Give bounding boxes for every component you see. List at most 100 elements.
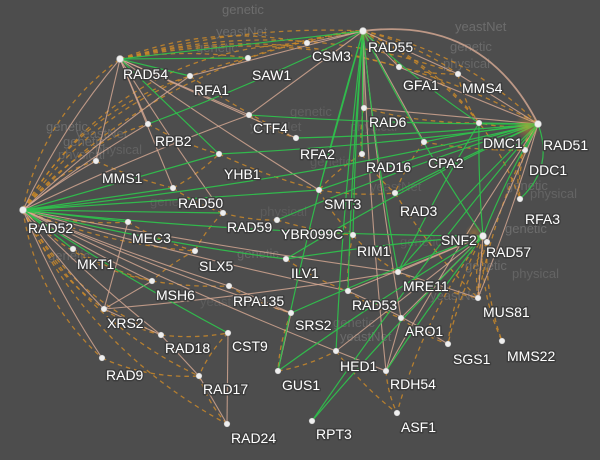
genetic-edge-RAD50-YHB1 <box>172 153 220 189</box>
node-label-SRS2: SRS2 <box>295 317 332 333</box>
node-DDC1[interactable] <box>521 146 529 154</box>
green-edge-DMC1-SNF2 <box>478 122 484 237</box>
node-label-MMS22: MMS22 <box>507 348 555 364</box>
genetic-edge-MSH6-RPA135 <box>151 280 230 287</box>
green-edge-RAD55-RIM1 <box>352 30 364 236</box>
node-XRS2[interactable] <box>100 305 108 313</box>
node-RAD16[interactable] <box>358 150 366 158</box>
physical-edge-RAD54-RFA2 <box>119 58 297 139</box>
node-MMS4[interactable] <box>454 70 462 78</box>
genetic-edge-YHB1-SMT3 <box>218 153 320 191</box>
node-MSH6[interactable] <box>148 277 156 285</box>
edge-source-watermark: genetic <box>150 194 192 209</box>
node-RDH54[interactable] <box>382 367 390 375</box>
node-MUS81[interactable] <box>474 294 482 302</box>
node-RAD24[interactable] <box>223 420 231 428</box>
green-edge-RAD54-SAW1 <box>119 57 249 60</box>
node-DMC1[interactable] <box>475 119 483 127</box>
genetic-edge-RAD55-MMS4 <box>362 30 459 75</box>
genetic-edge-CPA2-RAD3 <box>394 141 425 194</box>
node-label-MRE11: MRE11 <box>403 278 449 294</box>
node-label-RFA2: RFA2 <box>300 146 335 162</box>
physical-edge-RAD51-RAD57 <box>486 123 539 243</box>
node-RAD17[interactable] <box>195 372 203 380</box>
node-MKT1[interactable] <box>69 245 77 253</box>
node-CPA2[interactable] <box>420 138 428 146</box>
node-SRS2[interactable] <box>287 309 295 317</box>
edge-source-watermark: physical <box>512 266 559 281</box>
node-RAD51[interactable] <box>534 120 542 128</box>
physical-edge-RAD52-MRE11 <box>22 209 399 273</box>
node-SGS1[interactable] <box>444 340 452 348</box>
node-RFA1[interactable] <box>186 72 194 80</box>
node-RFA2[interactable] <box>292 134 300 142</box>
node-RPB2[interactable] <box>144 120 152 128</box>
node-label-RAD17: RAD17 <box>203 381 248 397</box>
node-CST9[interactable] <box>224 329 232 337</box>
node-RFA3[interactable] <box>516 195 524 203</box>
node-YHB1[interactable] <box>215 150 223 158</box>
genetic-edge-RPB2-YHB1 <box>147 123 220 155</box>
node-ILV1[interactable] <box>282 255 290 263</box>
physical-edge-RAD51-MUS81 <box>477 123 539 299</box>
node-RAD54[interactable] <box>116 55 124 63</box>
node-RAD9[interactable] <box>98 354 106 362</box>
node-SNF2[interactable] <box>479 232 487 240</box>
node-RAD6[interactable] <box>360 104 368 112</box>
edge-source-watermark: physical <box>260 204 307 219</box>
node-RAD3[interactable] <box>391 189 399 197</box>
node-MMS1[interactable] <box>92 157 100 165</box>
genetic-edge-RAD53-ARO1 <box>347 290 402 319</box>
genetic-edge-SNF2-ASF1 <box>396 235 484 414</box>
physical-edge-RAD55-RAD51 <box>362 28 539 125</box>
node-RAD59[interactable] <box>219 209 227 217</box>
node-YBR099C[interactable] <box>273 216 281 224</box>
node-label-RAD53: RAD53 <box>352 297 397 313</box>
node-RAD50[interactable] <box>169 184 177 192</box>
node-layer <box>19 27 542 428</box>
node-RAD57[interactable] <box>483 238 491 246</box>
genetic-edge-RAD52-MMS1 <box>22 160 97 211</box>
green-edge-RAD51-RPT3 <box>311 123 539 422</box>
node-label-GFA1: GFA1 <box>403 77 439 93</box>
node-RAD53[interactable] <box>344 287 352 295</box>
node-label-ARO1: ARO1 <box>405 323 443 339</box>
node-GUS1[interactable] <box>274 367 282 375</box>
physical-edge-ARO1-RDH54 <box>385 317 402 372</box>
node-GFA1[interactable] <box>395 63 403 71</box>
node-label-GUS1: GUS1 <box>282 377 320 393</box>
physical-edge-RAD52-XRS2 <box>22 209 105 310</box>
physical-edge-XRS2-RAD18 <box>103 308 162 336</box>
genetic-edge-RAD54-CSM3 <box>119 35 308 60</box>
node-SMT3[interactable] <box>315 186 323 194</box>
node-MRE11[interactable] <box>394 268 402 276</box>
node-RPA135[interactable] <box>225 282 233 290</box>
node-MMS22[interactable] <box>498 337 506 345</box>
physical-edge-RAD52-HED1 <box>22 209 337 352</box>
node-RAD55[interactable] <box>359 27 367 35</box>
genetic-edge-CTF4-RFA2 <box>248 114 297 139</box>
genetic-edge-GFA1-MMS4 <box>398 66 459 75</box>
node-RPT3[interactable] <box>308 417 316 425</box>
node-CTF4[interactable] <box>245 111 253 119</box>
node-RIM1[interactable] <box>349 231 357 239</box>
node-RAD52[interactable] <box>19 206 27 214</box>
node-CSM3[interactable] <box>303 39 311 47</box>
physical-edge-RAD55-CPA2 <box>362 30 425 143</box>
node-SAW1[interactable] <box>244 54 252 62</box>
node-MEC3[interactable] <box>124 218 132 226</box>
green-edge-RAD55-RPB2 <box>147 30 364 125</box>
physical-edge-RAD55-RFA1 <box>189 30 364 77</box>
node-ASF1[interactable] <box>393 409 401 417</box>
node-SLX5[interactable] <box>191 247 199 255</box>
genetic-edge-SLX5-MSH6 <box>151 250 196 282</box>
node-HED1[interactable] <box>332 347 340 355</box>
node-RAD18[interactable] <box>157 331 165 339</box>
node-ARO1[interactable] <box>397 314 405 322</box>
edge-source-watermark: physical <box>95 142 142 157</box>
node-label-YHB1: YHB1 <box>224 166 261 182</box>
node-label-RAD18: RAD18 <box>165 340 210 356</box>
physical-edge-RAD51-GFA1 <box>398 66 539 125</box>
edge-source-watermark: genetic <box>465 258 507 273</box>
